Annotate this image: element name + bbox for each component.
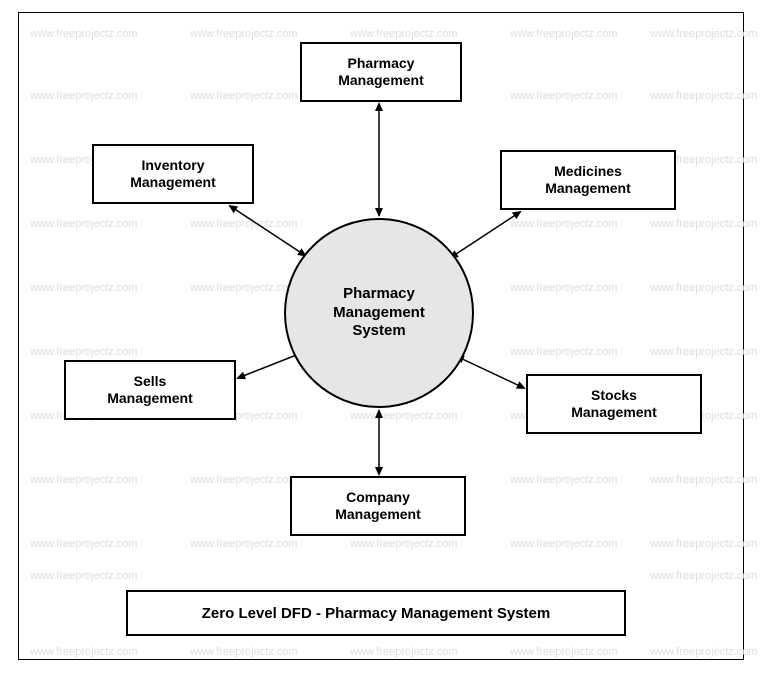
diagram-canvas: www.freeprojectz.comwww.freeprojectz.com… (0, 0, 764, 677)
entity-top: PharmacyManagement (300, 42, 462, 102)
diagram-title-box: Zero Level DFD - Pharmacy Management Sys… (126, 590, 626, 636)
entity-tr: MedicinesManagement (500, 150, 676, 210)
entity-label: InventoryManagement (130, 157, 216, 192)
entity-label: SellsManagement (107, 373, 193, 408)
entity-tl: InventoryManagement (92, 144, 254, 204)
entity-br: StocksManagement (526, 374, 702, 434)
diagram-title-label: Zero Level DFD - Pharmacy Management Sys… (202, 605, 550, 622)
entity-label: MedicinesManagement (545, 163, 631, 198)
entity-label: StocksManagement (571, 387, 657, 422)
entity-bl: SellsManagement (64, 360, 236, 420)
entity-label: PharmacyManagement (338, 55, 424, 90)
entity-label: CompanyManagement (335, 489, 421, 524)
entity-bottom: CompanyManagement (290, 476, 466, 536)
center-process-label: PharmacyManagementSystem (333, 285, 425, 341)
center-process-node: PharmacyManagementSystem (284, 218, 474, 408)
